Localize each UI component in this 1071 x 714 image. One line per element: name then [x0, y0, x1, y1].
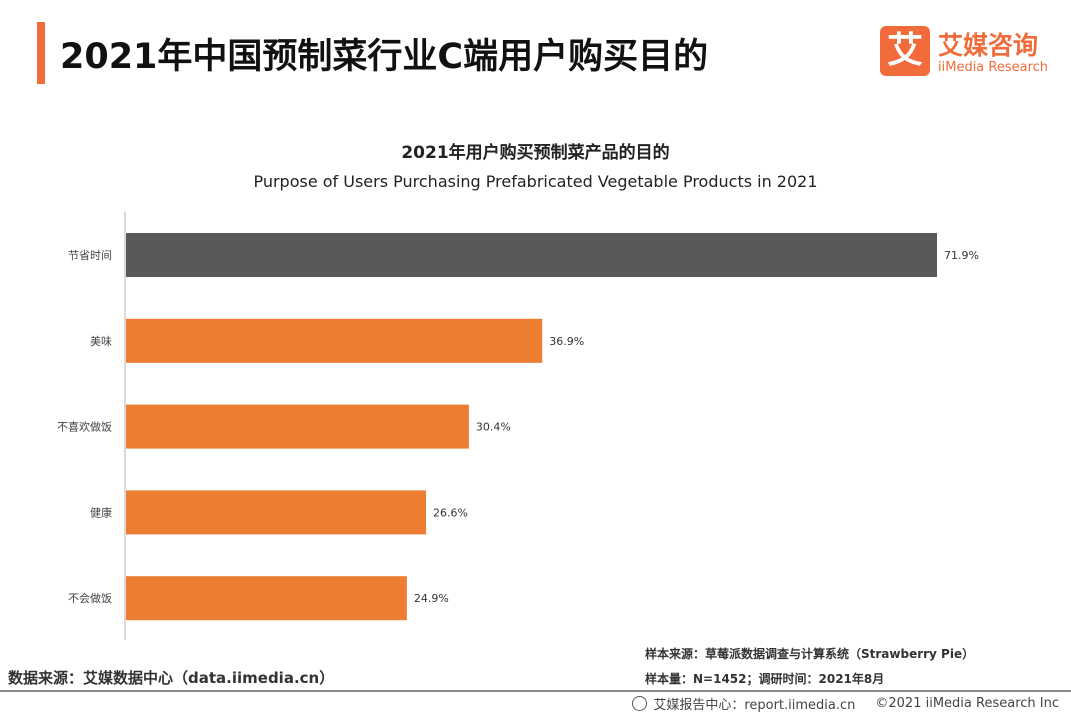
iimedia-logo: 艾 艾媒咨询 iiMedia Research: [880, 26, 1060, 82]
data-label: 26.6%: [433, 506, 468, 519]
footer-bar: 艾媒报告中心：report.iimedia.cn ©2021 iiMedia R…: [632, 694, 1059, 713]
chart-subtitle: Purpose of Users Purchasing Prefabricate…: [253, 172, 818, 191]
bar: [126, 490, 427, 535]
data-label: 71.9%: [944, 249, 979, 262]
footer-divider: [0, 690, 1071, 692]
data-label: 30.4%: [476, 421, 511, 434]
logo-mark: 艾: [880, 26, 930, 76]
logo-en: iiMedia Research: [938, 60, 1049, 75]
data-label: 36.9%: [549, 335, 584, 348]
logo-cn: 艾媒咨询: [938, 31, 1039, 60]
bar: [126, 404, 469, 449]
category-label: 节省时间: [68, 249, 112, 262]
sample-source: 样本来源：草莓派数据调查与计算系统（Strawberry Pie）: [645, 647, 975, 661]
bar: [126, 233, 937, 277]
category-label: 不会做饭: [68, 591, 112, 605]
data-source: 数据来源：艾媒数据中心（data.iimedia.cn）: [8, 669, 335, 687]
page-title: 2021年中国预制菜行业C端用户购买目的: [60, 37, 709, 77]
sample-size: 样本量：N=1452；调研时间：2021年8月: [645, 672, 885, 686]
category-label: 不喜欢做饭: [57, 420, 112, 434]
copyright: ©2021 iiMedia Research Inc: [875, 696, 1059, 711]
bar: [126, 576, 407, 621]
globe-icon: [632, 696, 648, 711]
report-center: 艾媒报告中心：report.iimedia.cn: [653, 698, 856, 713]
category-label: 健康: [90, 505, 112, 519]
data-label: 24.9%: [414, 592, 449, 605]
title-accent-bar: [37, 22, 45, 84]
category-label: 美味: [90, 335, 112, 348]
bar: [126, 318, 543, 363]
chart-title: 2021年用户购买预制菜产品的目的: [401, 143, 670, 163]
